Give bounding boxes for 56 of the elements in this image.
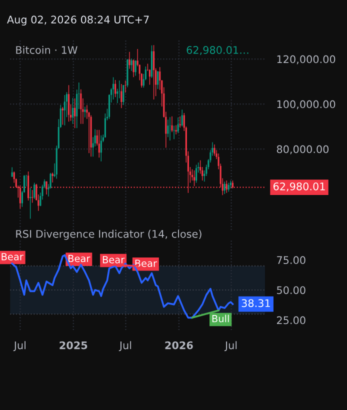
annotation: 62,980.01… [186, 46, 248, 55]
candlestick [134, 60, 136, 76]
candlestick [62, 106, 64, 126]
annotation: Bear [68, 254, 90, 262]
candlestick [100, 134, 102, 162]
y-tick-label: 25.00 [276, 316, 306, 324]
candlestick [214, 144, 216, 156]
candlestick [130, 58, 132, 72]
candlestick [195, 164, 198, 184]
y-tick-label: 75.00 [277, 256, 306, 264]
candlestick [120, 84, 122, 108]
x-tick-label: 2025 [60, 341, 88, 350]
candlestick [118, 80, 120, 99]
candlestick [104, 113, 106, 138]
candlestick [112, 76, 114, 100]
candlestick [124, 80, 126, 93]
candlestick [122, 84, 124, 106]
candlestick [68, 84, 70, 122]
candlestick [64, 94, 66, 126]
candlestick [80, 89, 82, 124]
candlestick [224, 181, 226, 194]
candlestick [157, 70, 159, 90]
x-tick-label: Jul [118, 341, 132, 352]
y-tick-label: 120,000.00 [277, 55, 336, 64]
candlestick [34, 182, 36, 200]
ref-line-label: 62,980.01 [273, 182, 325, 192]
y-tick-label: 100,000.00 [277, 100, 336, 110]
candlestick [175, 124, 177, 135]
annotation: Bear [102, 256, 125, 264]
x-tick-label: Jul [224, 341, 237, 352]
annotation: Bear [135, 260, 157, 267]
y-tick-label: 50.00 [277, 286, 306, 294]
candlestick [173, 125, 175, 140]
candlestick [193, 170, 196, 186]
candlestick [167, 119, 169, 138]
chart-title: Bitcoin · 1W [16, 46, 78, 54]
annotation: Bull [212, 314, 229, 322]
candlestick [13, 171, 15, 184]
x-tick-label: Jul [13, 341, 26, 352]
chart-subtitle: Aug 02, 2026 08:24 UTC+7 [7, 16, 149, 26]
data-label: 38.31 [242, 299, 270, 308]
y-tick-label: 80,000.00 [276, 145, 329, 154]
candlestick [171, 116, 173, 133]
candlestick [84, 106, 86, 118]
candlestick [114, 80, 116, 98]
candlestick [152, 44, 155, 100]
x-tick-label: 2026 [165, 341, 193, 350]
chart-title: RSI Divergence Indicator (14, close) [16, 230, 202, 240]
candlestick [72, 98, 74, 124]
candlestick [132, 59, 134, 78]
annotation: Bear [2, 253, 24, 260]
candlestick [181, 109, 183, 127]
candlestick [128, 52, 130, 70]
candlestick [177, 117, 179, 134]
candlestick [98, 130, 100, 158]
candlestick [74, 98, 76, 128]
